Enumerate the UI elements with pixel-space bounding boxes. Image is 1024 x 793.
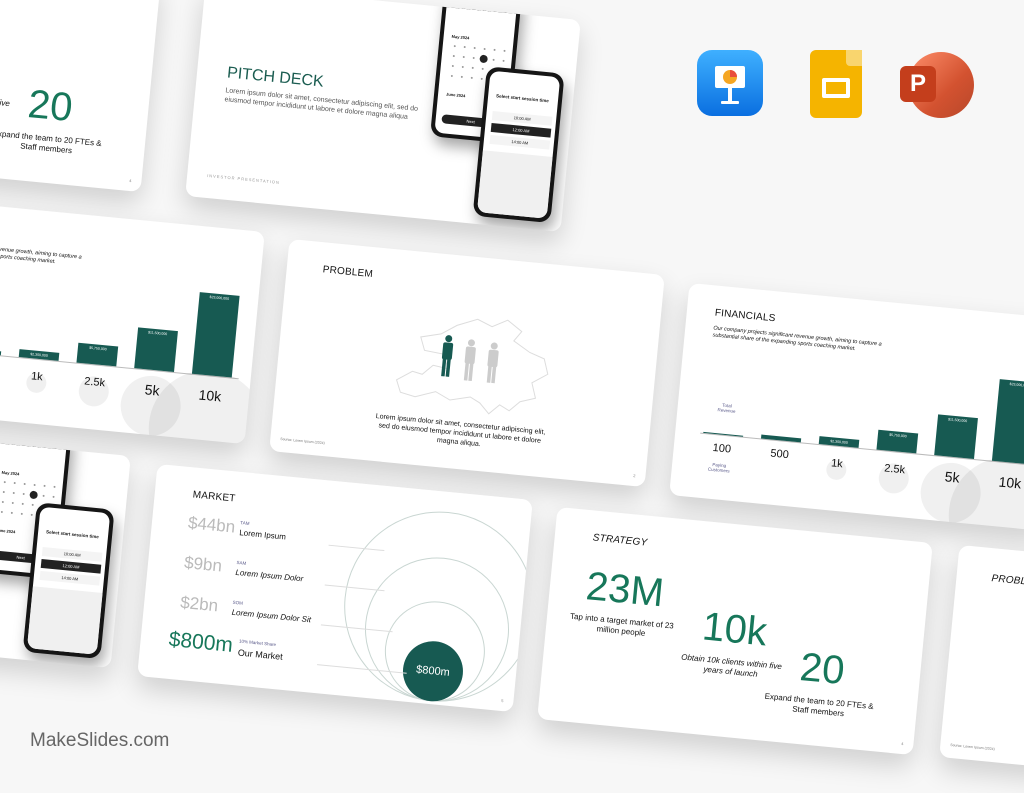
bar-value-label: $5,750,000 — [889, 432, 907, 438]
slide-title: FINANCIALS — [714, 307, 776, 325]
phone-mockup-calendar: Select start session date May 2024 June … — [430, 0, 523, 144]
phone-mockup-time: Select start session time 10:00 AM 12:00… — [22, 502, 115, 660]
revenue-bar: $5,750,000 — [876, 429, 919, 454]
bar-value-label: $5,750,000 — [89, 345, 107, 351]
stat-value: 20 — [797, 645, 847, 694]
slide-title: PROBLEM — [990, 573, 1024, 589]
keynote-icon — [697, 50, 763, 116]
tam-value: $44bn — [187, 513, 237, 537]
screen-panel — [476, 150, 553, 219]
month-label: May 2024 — [1, 469, 20, 477]
page-number: 4 — [901, 740, 904, 747]
customer-count: 10k — [197, 386, 222, 405]
slide-title: MARKET — [192, 489, 236, 505]
sam-value: $9bn — [183, 552, 223, 576]
stat-caption: Expand the team to 20 FTEs & Staff membe… — [764, 691, 875, 719]
customers-label: Paying Customers — [707, 461, 730, 474]
slide-pitch-deck[interactable]: PITCH DECK Lorem ipsum dolor sit amet, c… — [185, 0, 581, 233]
customer-count: 500 — [769, 447, 790, 462]
slide-body: Our company projects significant revenue… — [0, 238, 82, 266]
page-number: 4 — [129, 177, 132, 184]
stat-value: 20 — [25, 82, 75, 131]
page-number: 2 — [633, 472, 636, 479]
bar-value-label: $11,500,000 — [147, 330, 168, 337]
revenue-bar: $2,300,000 — [818, 435, 860, 448]
slide-strategy-partial[interactable]: STRATEGY 23M Tap into a target market of… — [0, 0, 161, 193]
bar-value-label: $23,000,000 — [1009, 382, 1024, 388]
page-number: 5 — [501, 697, 504, 704]
revenue-bar: $11,500,000 — [134, 327, 178, 372]
stat-caption: Tap into a target market of 23 million p… — [569, 611, 675, 638]
our-market-value: $800m — [167, 627, 234, 657]
screen-panel — [26, 586, 103, 655]
stat-value: 23M — [584, 564, 666, 616]
slide-body: Lorem ipsum dolor sit amet, consectetur … — [224, 87, 419, 122]
month-label: June 2024 — [0, 527, 16, 535]
person-icon — [463, 339, 476, 382]
phone-mockup-time: Select start session time 10:00 AM 12:00… — [472, 66, 565, 224]
person-icon-highlighted — [441, 335, 454, 377]
source-note: Source: Lorem Ipsum (2024) — [280, 436, 325, 446]
slide-financials[interactable]: FINANCIALS Our company projects signific… — [669, 282, 1024, 532]
phone-heading: Select start session date — [454, 3, 508, 14]
stat-caption: Obtain 10k clients within five years of … — [680, 652, 783, 679]
slide-financials-partial[interactable]: FINANCIALS Our company projects signific… — [0, 195, 265, 445]
bar-value-label: $23,000,000 — [209, 295, 230, 301]
slide-problem[interactable]: PROBLEM Lorem ipsum dolor sit amet, cons… — [269, 238, 665, 488]
revenue-bar: $5,750,000 — [76, 342, 119, 367]
google-slides-icon — [810, 50, 862, 118]
customer-count: 2.5k — [883, 462, 906, 477]
bar-value-label: $2,300,000 — [30, 351, 48, 358]
revenue-bar: $2,300,000 — [18, 348, 60, 361]
customer-count: 1k — [830, 457, 844, 471]
customer-count: 100 — [712, 441, 732, 456]
stat-value: 10k — [700, 604, 769, 655]
bar-value-label: $2,300,000 — [830, 438, 848, 445]
sam-label: Lorem Ipsum Dolor — [235, 567, 304, 584]
source-note: Source: Lorem Ipsum (2024) — [950, 742, 995, 752]
slide-footer: INVESTOR PRESENTATION — [206, 172, 281, 185]
som-tag: SOM — [232, 599, 244, 606]
revenue-bar: $11,500,000 — [934, 414, 978, 459]
revenue-bar: $23,000,000 — [991, 379, 1024, 465]
revenue-bar: $23,000,000 — [191, 292, 240, 378]
phone-heading: Select start session time — [495, 93, 549, 104]
slide-strategy[interactable]: STRATEGY 23M Tap into a target market of… — [537, 506, 933, 756]
calendar-grid — [450, 45, 506, 81]
phone-heading: Select start session date — [4, 439, 58, 450]
customer-bubble — [143, 364, 265, 445]
powerpoint-icon: P — [900, 52, 974, 118]
slide-body: Our company projects significant revenue… — [712, 325, 882, 353]
slide-market[interactable]: MARKET $800m $44bn TAM Lorem Ipsum $9bn … — [137, 463, 533, 713]
phone-heading: Select start session time — [45, 529, 99, 540]
som-label: Lorem Ipsum Dolor Sit — [231, 607, 312, 625]
slide-pitch-partial[interactable]: Select start session date May 2024 June … — [0, 419, 131, 669]
tam-label: Lorem Ipsum — [238, 528, 287, 542]
slide-problem-partial[interactable]: PROBLEM Source: Lorem Ipsum (2024) — [939, 544, 1024, 793]
customer-count: 10k — [997, 473, 1022, 492]
time-slot[interactable]: 14:00 AM — [39, 570, 101, 586]
customer-count: 2.5k — [83, 375, 106, 390]
stat-caption: Expand the team to 20 FTEs & Staff membe… — [0, 128, 103, 156]
slide-title: PROBLEM — [322, 264, 374, 281]
revenue-label: Total Revenue — [717, 402, 736, 414]
our-market-label: Our Market — [237, 647, 284, 662]
som-value: $2bn — [179, 592, 219, 616]
month-label: June 2024 — [445, 91, 466, 99]
tam-tag: TAM — [240, 520, 250, 526]
stat-caption: Obtain 10k clients within five years of … — [0, 89, 11, 109]
our-market-tag: 10% Market Share — [238, 638, 277, 648]
person-icon — [486, 342, 499, 384]
people-icons — [441, 335, 499, 384]
slide-title: STRATEGY — [592, 532, 648, 549]
sam-tag: SAM — [236, 559, 247, 566]
customer-count: 1k — [30, 370, 44, 384]
watermark: MakeSlides.com — [30, 730, 170, 751]
month-label: May 2024 — [451, 33, 470, 41]
time-slot[interactable]: 14:00 AM — [489, 134, 551, 150]
revenue-bar — [0, 347, 2, 356]
bar-value-label: $11,500,000 — [947, 417, 968, 424]
